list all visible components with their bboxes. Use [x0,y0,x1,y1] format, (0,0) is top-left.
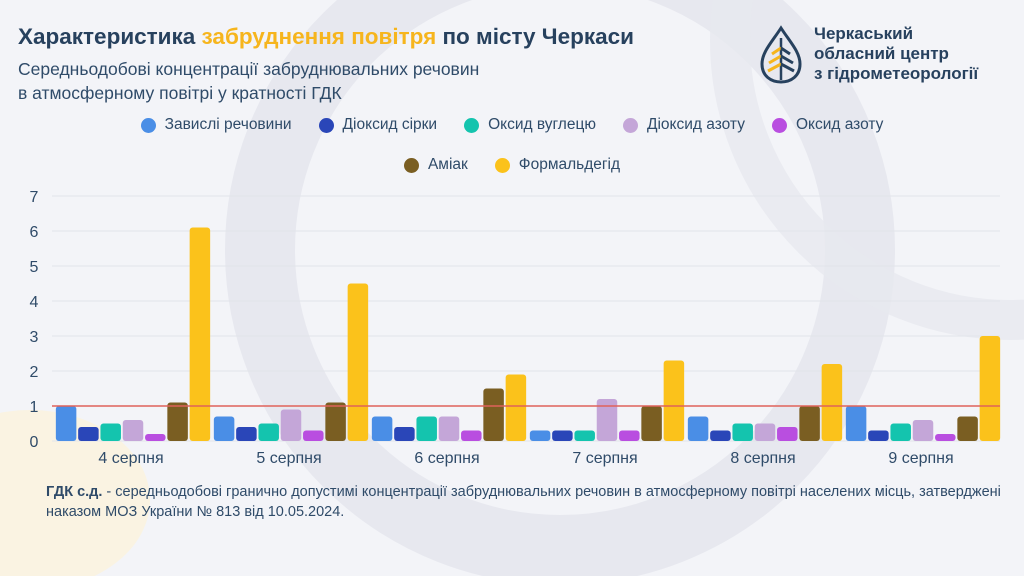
legend-label: Оксид азоту [795,116,884,133]
bar [55,406,77,441]
bar [145,434,166,441]
bar [979,336,1001,441]
bar [641,406,662,441]
y-tick-label: 3 [30,329,39,346]
bar [957,416,978,441]
legend-label: Діоксид азоту [646,116,745,133]
legend-swatch [494,157,510,173]
title-part-1: Характеристика [18,24,202,49]
bar [552,430,573,441]
x-tick-label: 5 серпня [256,450,321,467]
bar [505,374,527,441]
title-part-2: по місту Черкаси [436,24,634,49]
bar [78,427,99,441]
legend-label: Формальдегід [518,156,621,173]
legend-swatch [771,117,787,133]
bar [258,423,279,441]
bar [821,364,843,441]
bar [845,406,867,441]
x-tick-label: 9 серпня [888,450,953,467]
bar [529,430,551,441]
bar [416,416,437,441]
legend-item: Діоксид сірки [318,116,438,134]
y-tick-label: 7 [30,189,39,206]
organization-logo: Черкаський обласний центр з гідрометеоро… [758,22,1018,92]
y-tick-label: 1 [30,399,39,416]
legend-swatch [318,117,334,133]
footnote-text: - середньодобові гранично допустимі конц… [46,484,1001,520]
legend-label: Діоксид сірки [342,116,438,133]
bar [189,227,211,441]
bar [371,416,393,441]
y-tick-label: 4 [30,294,39,311]
bar [461,430,482,441]
bar [710,430,731,441]
page-subtitle: Середньодобові концентрації забруднюваль… [18,57,618,105]
bar [687,416,709,441]
footnote-term: ГДК с.д. [46,484,103,500]
legend-swatch [140,117,156,133]
subtitle-line-2: в атмосферному повітрі у кратності ГДК [18,83,342,103]
subtitle-line-1: Середньодобові концентрації забруднюваль… [18,59,480,79]
water-drop-leaf-icon [760,25,802,84]
x-tick-label: 6 серпня [414,450,479,467]
legend-row-1: Завислі речовини Діоксид сірки Оксид вугле… [0,116,1024,134]
bar [167,402,188,441]
legend-item: Діоксид азоту [622,116,745,134]
bar [213,416,235,441]
bar [935,434,956,441]
bar [325,402,346,441]
bar [619,430,640,441]
legend-item: Оксид азоту [771,116,884,134]
bar [596,399,618,441]
bar-chart: 0 1 2 3 4 5 6 7 4 серпня 5 серпня 6 серпня 7 серпня… [30,189,1001,467]
bar [777,427,798,441]
legend-swatch [464,117,480,133]
bar [754,423,776,441]
legend-row-2: Аміак Формальдегід [0,156,1024,174]
bar [868,430,889,441]
bar [280,409,302,441]
legend-item: Оксид вуглецю [464,116,596,134]
bar [574,430,595,441]
bar [303,430,324,441]
bar [347,283,369,441]
legend-swatch [403,157,419,173]
legend-label: Завислі речовини [164,116,292,133]
bar [100,423,121,441]
bar [394,427,415,441]
y-tick-label: 6 [30,224,39,241]
legend-label: Оксид вуглецю [488,116,596,133]
bar [912,420,934,441]
y-tick-label: 5 [30,259,39,276]
bar [122,420,144,441]
legend-item: Формальдегід [494,156,621,174]
bar [483,388,504,441]
legend-item: Аміак [403,156,468,174]
y-tick-label: 2 [30,364,39,381]
chart-legend: Завислі речовини Діоксид сірки Оксид вугле… [0,116,1024,184]
bar [438,416,460,441]
bar [799,406,820,441]
logo-line-1: Черкаський [814,24,914,43]
logo-text: Черкаський обласний центр з гідрометеоро… [814,24,978,84]
bar [890,423,911,441]
page-title: Характеристика забруднення повітря по мі… [18,24,634,50]
legend-item: Завислі речовини [140,116,292,134]
x-tick-label: 4 серпня [98,450,163,467]
legend-swatch [622,117,638,133]
x-tick-label: 8 серпня [730,450,795,467]
footnote: ГДК с.д. - середньодобові гранично допус… [46,482,1006,522]
logo-line-2: обласний центр [814,44,949,63]
logo-line-3: з гідрометеорології [814,64,979,83]
title-highlight: забруднення повітря [201,24,437,49]
y-tick-label: 0 [30,434,39,451]
bar [663,360,685,441]
bar [236,427,257,441]
bar [732,423,753,441]
legend-label: Аміак [427,156,468,173]
x-tick-label: 7 серпня [572,450,637,467]
